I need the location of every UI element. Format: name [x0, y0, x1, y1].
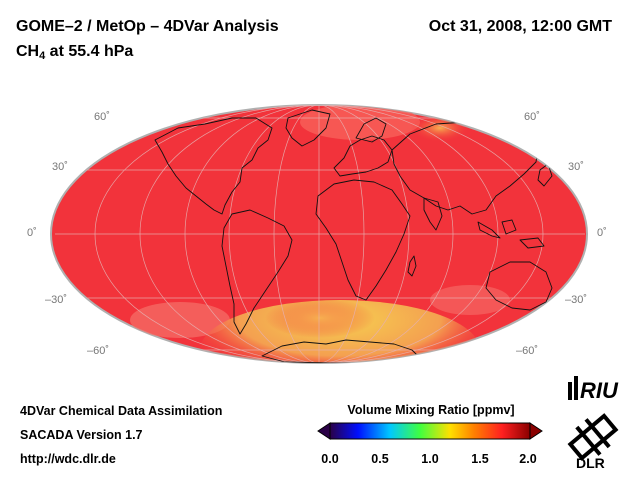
- lat-label-left-30s: –30˚: [45, 294, 68, 306]
- footer-url[interactable]: http://wdc.dlr.de: [20, 452, 116, 466]
- lat-label-right-30n: 30˚: [568, 161, 584, 173]
- colorbar-min-arrow: [317, 422, 331, 440]
- colorbar-max-arrow: [529, 422, 543, 440]
- coast-madagascar: [407, 255, 417, 277]
- riu-logo-text: RIU: [580, 378, 619, 403]
- riu-tower-right: [574, 376, 578, 400]
- lat-label-right-60s: –60˚: [516, 345, 539, 357]
- coast-new-zealand: [569, 305, 579, 329]
- pressure-level: at 55.4 hPa: [45, 43, 134, 60]
- dlr-logo: [567, 413, 619, 461]
- coast-india: [423, 197, 443, 231]
- coast-south-america: [221, 209, 293, 335]
- species-main: CH: [16, 43, 40, 60]
- coast-scandinavia: [355, 117, 387, 143]
- footer-method: 4DVar Chemical Data Assimilation: [20, 404, 223, 418]
- lat-label-left-60n: 60˚: [94, 111, 110, 123]
- coast-new-guinea: [519, 237, 545, 249]
- species-label: CH4 at 55.4 hPa: [16, 43, 133, 62]
- colorbar-bar: [329, 422, 531, 440]
- dlr-mark-frame: [567, 413, 619, 461]
- colorbar-tick-0: 0.0: [321, 452, 339, 466]
- field-variation-north: [300, 105, 420, 140]
- lat-label-left-60s: –60˚: [87, 345, 110, 357]
- riu-tower-left: [568, 382, 572, 400]
- coast-africa: [315, 179, 411, 301]
- map-date: Oct 31, 2008, 12:00 GMT: [428, 18, 612, 35]
- field-variation-se: [430, 285, 510, 315]
- graticule-meridians: [94, 105, 544, 363]
- lat-label-right-0: 0˚: [597, 227, 607, 239]
- lat-label-right-60n: 60˚: [524, 111, 540, 123]
- lat-label-left-0: 0˚: [27, 227, 37, 239]
- colorbar-tick-2: 1.0: [421, 452, 439, 466]
- map-title: GOME–2 / MetOp – 4DVar Analysis: [16, 18, 279, 35]
- coast-north-america: [154, 117, 273, 215]
- footer-version: SACADA Version 1.7: [20, 428, 143, 442]
- dlr-mark-line-b: [584, 418, 611, 449]
- colorbar-tick-3: 1.5: [471, 452, 489, 466]
- riu-logo: RIU: [568, 376, 619, 403]
- coast-borneo: [501, 219, 517, 235]
- coast-antarctica: [261, 339, 421, 363]
- coast-sumatra: [477, 221, 501, 239]
- dlr-mark-line-a: [575, 425, 602, 456]
- colorbar-title: Volume Mixing Ratio [ppmv]: [347, 403, 515, 417]
- field-variation-sw: [130, 302, 230, 338]
- coast-australia: [485, 261, 553, 311]
- lat-label-left-30n: 30˚: [52, 161, 68, 173]
- colorbar-tick-1: 0.5: [371, 452, 389, 466]
- species-subscript: 4: [39, 50, 46, 62]
- dlr-logo-text: DLR: [576, 455, 605, 471]
- coast-greenland: [285, 109, 331, 147]
- southern-plume: [265, 298, 375, 338]
- colorbar-tick-4: 2.0: [519, 452, 537, 466]
- lat-label-right-30s: –30˚: [565, 294, 588, 306]
